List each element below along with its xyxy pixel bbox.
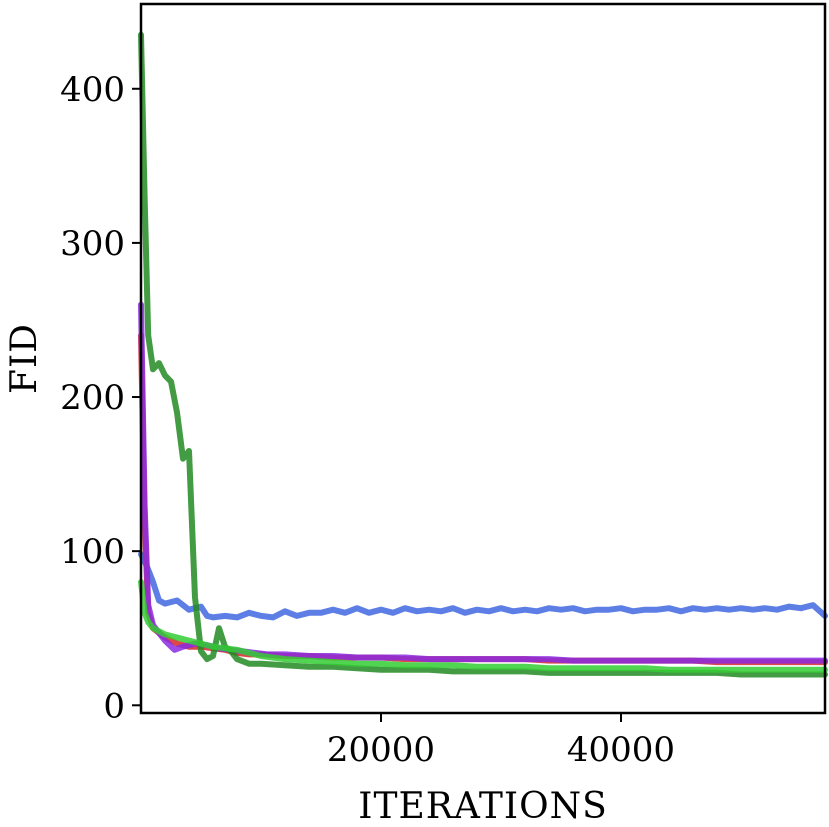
series-line-4 [138, 31, 828, 678]
x-axis-ticks: 20000 40000 [327, 713, 675, 770]
series-line-1 [138, 551, 828, 621]
x-tick-label: 20000 [327, 730, 435, 770]
series-line-5 [138, 579, 828, 673]
y-axis-label: FID [4, 323, 45, 394]
y-tick-label: 400 [60, 70, 125, 110]
x-tick-label: 40000 [567, 730, 675, 770]
y-tick-label: 200 [60, 378, 125, 418]
y-tick-label: 100 [60, 532, 125, 572]
plot-frame [139, 2, 827, 715]
series-lines [138, 31, 828, 678]
y-axis-ticks: 0 100 200 300 400 [60, 70, 141, 726]
x-axis-label: ITERATIONS [358, 786, 608, 827]
y-tick-label: 0 [103, 686, 125, 726]
y-tick-label: 300 [60, 224, 125, 264]
series-line-3 [138, 301, 828, 664]
